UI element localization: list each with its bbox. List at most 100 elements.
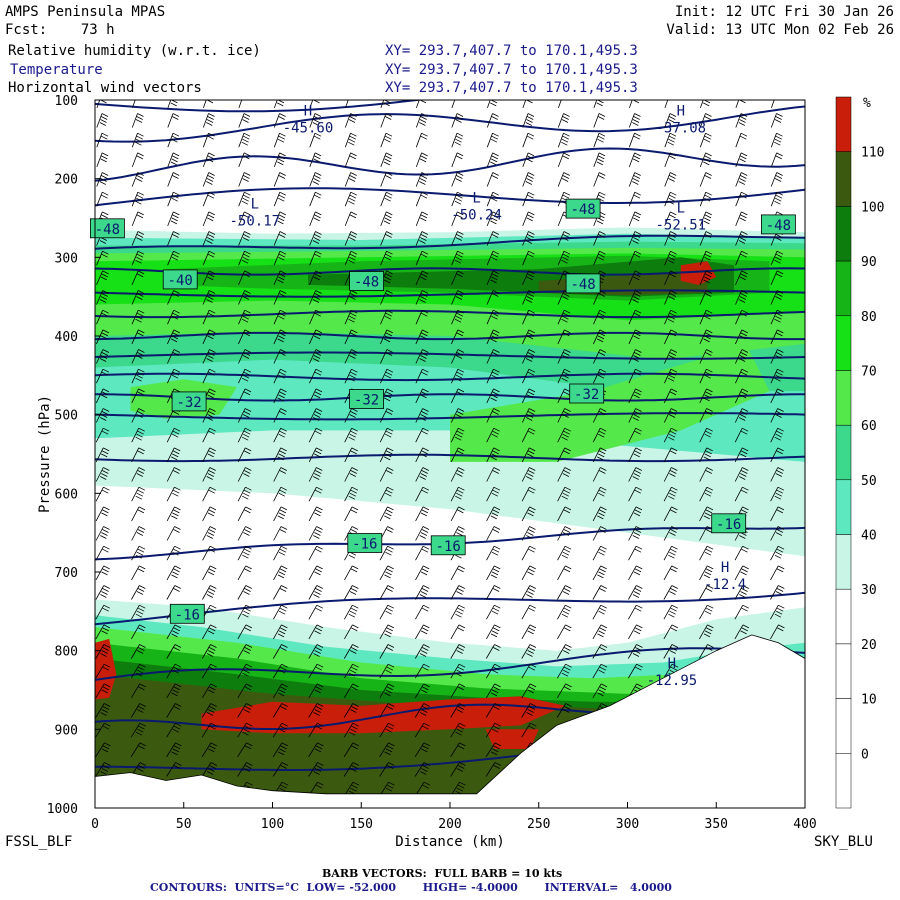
wind-barb — [273, 447, 287, 463]
wind-barb — [202, 368, 216, 384]
wind-barb — [415, 427, 429, 443]
wind-barb — [557, 427, 571, 443]
wind-barb — [450, 624, 466, 640]
wind-barb — [627, 663, 643, 679]
wind-barb — [770, 624, 785, 640]
wind-barb — [380, 211, 393, 227]
wind-barb — [344, 427, 358, 443]
wind-barb — [166, 722, 182, 738]
wind-barb — [308, 467, 323, 482]
wind-barb — [521, 703, 537, 718]
wind-barb — [379, 506, 394, 522]
x-tick-label: 50 — [176, 817, 192, 832]
extremum-value: -50.17 — [230, 214, 281, 230]
y-tick-label: 1000 — [47, 802, 78, 817]
contour-label: -48 — [565, 273, 601, 294]
wind-barb — [450, 585, 465, 600]
wind-barb — [96, 329, 109, 345]
wind-barb — [486, 113, 499, 128]
wind-barb — [451, 349, 465, 364]
wind-barb — [308, 663, 324, 679]
wind-barb — [238, 132, 251, 148]
wind-barb — [664, 211, 677, 227]
y-tick-label: 700 — [55, 566, 78, 581]
wind-barb — [557, 565, 572, 581]
rh-band-110 — [680, 261, 717, 285]
station-left: FSSL_BLF — [5, 834, 72, 850]
wind-barb — [344, 467, 358, 482]
wind-barb — [415, 152, 428, 168]
wind-barb — [450, 722, 466, 738]
wind-barb — [237, 585, 252, 600]
contour-label: -48 — [90, 218, 125, 239]
wind-barb — [344, 349, 358, 364]
wind-barb — [415, 349, 429, 364]
wind-barb — [201, 703, 217, 718]
isotherm-line — [95, 309, 805, 319]
isotherm-line — [95, 591, 805, 626]
extremum-kind: H — [721, 560, 729, 576]
wind-barb — [521, 644, 537, 659]
wind-barb — [202, 211, 215, 227]
wind-barb — [663, 663, 679, 679]
wind-barb — [273, 250, 287, 266]
wind-barb — [202, 447, 216, 463]
wind-barb — [96, 368, 110, 384]
wind-barb — [166, 644, 182, 659]
wind-barb — [592, 427, 607, 443]
wind-barb — [95, 506, 110, 522]
wind-barb — [521, 467, 536, 482]
wind-barb — [628, 132, 641, 148]
wind-barb — [521, 722, 537, 738]
wind-barb — [379, 683, 395, 699]
wind-barb — [415, 506, 430, 522]
wind-barb — [699, 113, 712, 128]
wind-barb — [237, 644, 253, 659]
wind-barb — [770, 191, 783, 207]
wind-barb — [237, 388, 252, 404]
wind-barb — [237, 467, 252, 482]
wind-barb — [664, 100, 676, 109]
wind-barb — [735, 132, 748, 148]
y-tick-label: 400 — [55, 330, 78, 345]
wind-barb — [131, 486, 146, 502]
wind-barb — [451, 270, 464, 286]
wind-barb — [237, 703, 253, 718]
wind-barb — [308, 388, 323, 404]
wind-barb — [96, 349, 110, 364]
wind-barb — [309, 329, 322, 345]
wind-barb — [201, 644, 217, 659]
wind-barb — [592, 565, 607, 581]
x-tick-label: 0 — [91, 817, 99, 832]
wind-barb — [664, 113, 677, 128]
wind-barb — [309, 191, 322, 207]
colorbar-level: 30 — [861, 583, 877, 598]
wind-barb — [131, 152, 144, 168]
wind-barb — [522, 250, 535, 266]
wind-barb — [95, 604, 110, 620]
wind-barb — [557, 191, 570, 207]
wind-barb — [451, 250, 464, 266]
wind-barb — [664, 309, 677, 325]
contour-label-text: -32 — [176, 395, 201, 411]
wind-barb — [522, 132, 535, 148]
contour-label-text: -48 — [766, 218, 791, 234]
wind-barb — [699, 486, 714, 502]
colorbar-segment — [835, 534, 852, 590]
wind-barb — [272, 722, 288, 738]
wind-barb — [309, 132, 322, 148]
isotherm-line — [95, 351, 805, 360]
wind-barb — [486, 408, 500, 423]
wind-barb — [450, 427, 465, 443]
wind-barb — [274, 100, 285, 109]
wind-barb — [308, 545, 323, 561]
extremum-value: -12.4 — [704, 577, 746, 593]
wind-barb — [131, 565, 146, 581]
wind-barb — [96, 172, 109, 187]
wind-barb — [344, 408, 358, 423]
wind-barb — [415, 624, 430, 640]
wind-barb — [770, 526, 785, 541]
wind-barb — [309, 309, 322, 325]
wind-barb — [237, 427, 252, 443]
wind-barb — [486, 191, 499, 207]
